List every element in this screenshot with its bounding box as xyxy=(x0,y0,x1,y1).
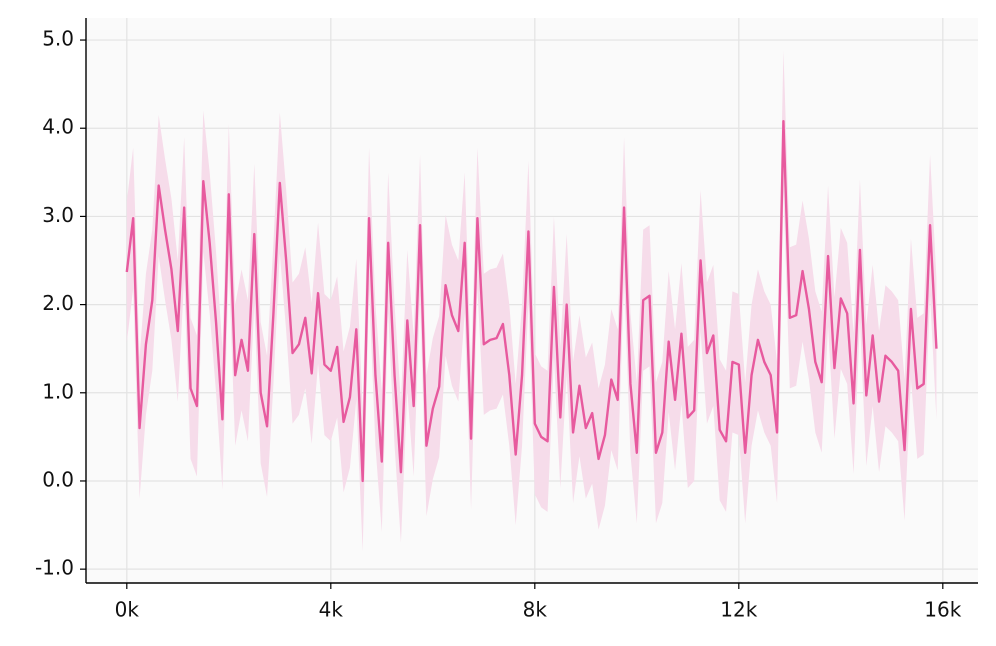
y-tick-label: 0.0 xyxy=(42,467,74,491)
y-tick-label: 1.0 xyxy=(42,379,74,403)
x-tick-label: 4k xyxy=(319,598,344,622)
y-tick-label: 4.0 xyxy=(42,115,74,139)
x-tick-label: 16k xyxy=(924,598,961,622)
y-tick-label: 3.0 xyxy=(42,203,74,227)
line xyxy=(125,119,938,483)
x-tick-label: 12k xyxy=(720,598,757,622)
y-tick-label: 2.0 xyxy=(42,291,74,315)
x-tick-label: 0k xyxy=(115,598,140,622)
y-tick-label: -1.0 xyxy=(35,556,74,580)
y-tick-label: 5.0 xyxy=(42,27,74,51)
x-tick-label: 8k xyxy=(523,598,548,622)
